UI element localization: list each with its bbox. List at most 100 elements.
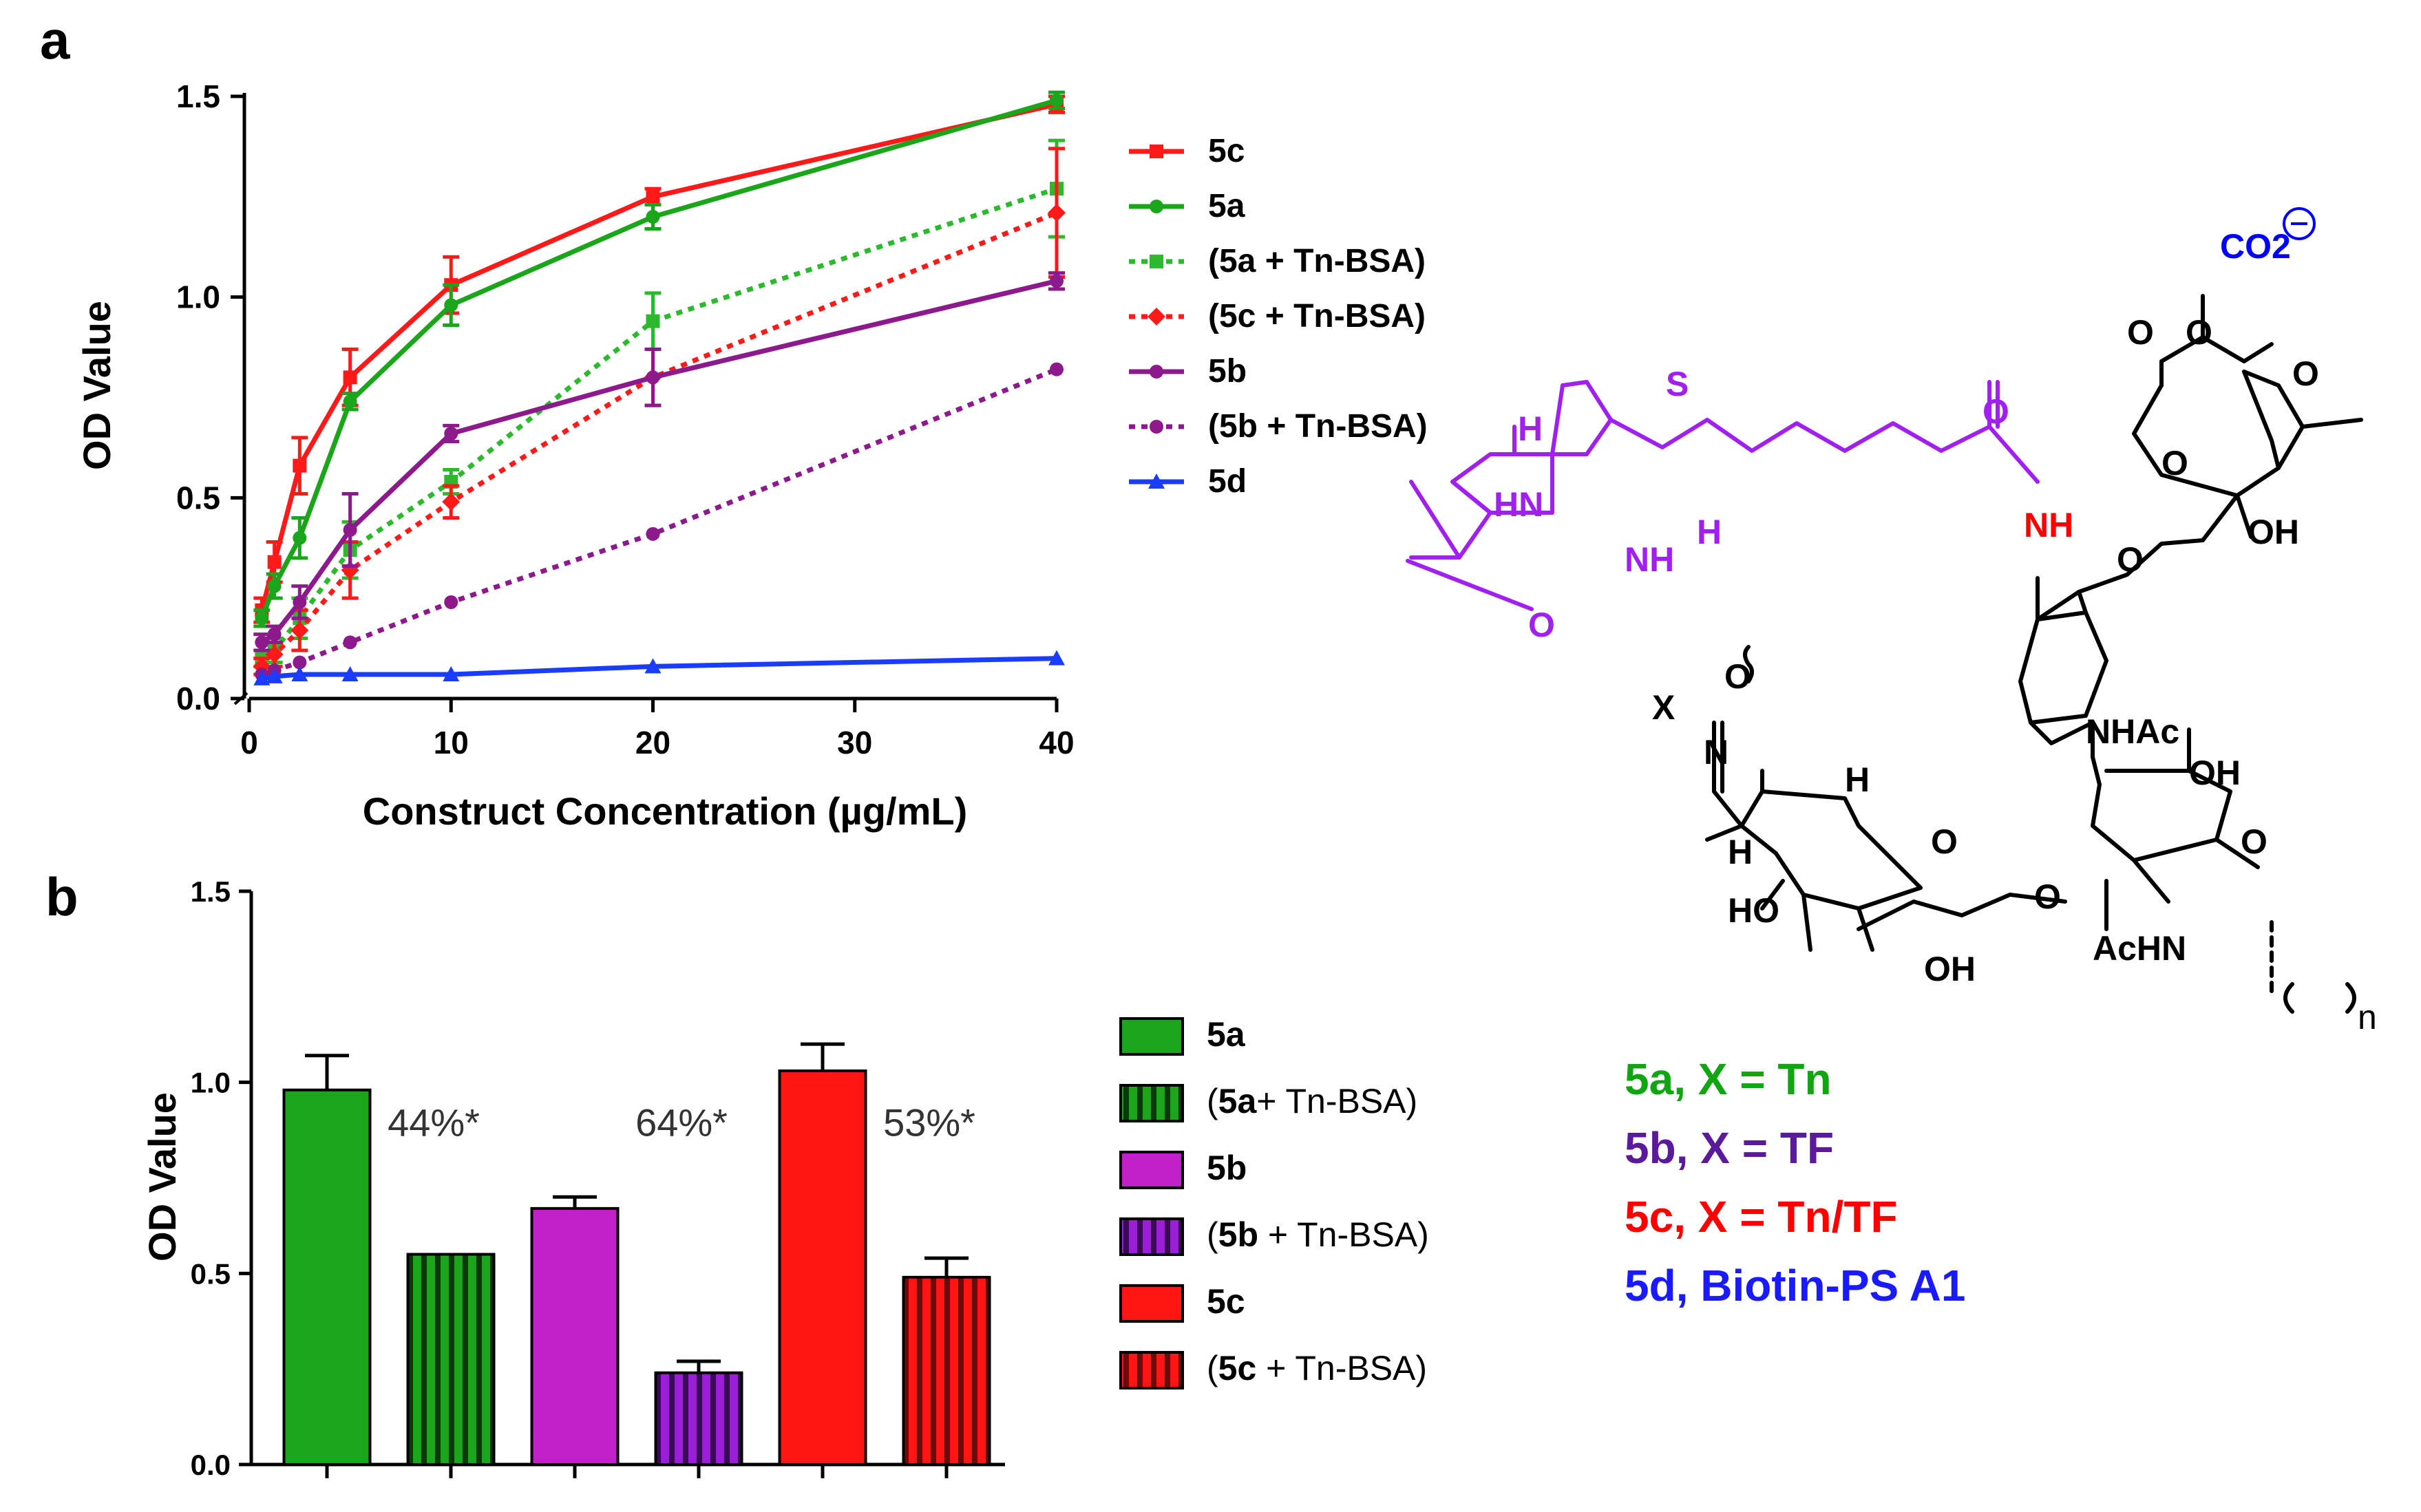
legend-item: 5b xyxy=(1119,1149,1247,1189)
carboxylate-label: CO2 xyxy=(2220,207,2316,266)
data-point xyxy=(444,298,458,312)
atom-label: OH xyxy=(2189,754,2241,792)
y-tick-label: 0.5 xyxy=(191,1257,231,1290)
atom-label: OH xyxy=(1924,950,1976,988)
structure-labels: CO2 O O O O OH O NH O H H HN NH O S X O … xyxy=(1494,207,2377,1036)
atom-label: O xyxy=(1983,392,2009,431)
line-chart: OD Value Construct Concentration (µg/mL)… xyxy=(75,78,1428,833)
legend-label: 5c xyxy=(1208,133,1245,169)
data-point xyxy=(646,314,660,328)
atom-label: NHAc xyxy=(2086,712,2179,751)
data-point xyxy=(343,394,357,409)
y-tick-label: 1.0 xyxy=(176,279,220,315)
bar-group xyxy=(778,1042,867,1478)
data-point xyxy=(644,658,662,674)
bar-chart: OD Value 0.0 0.5 1.0 1.5 44%* 64%* 53%* 5a (5a… xyxy=(140,875,1429,1481)
series-line xyxy=(261,656,1057,681)
atom-label: HO xyxy=(1728,891,1779,930)
legend-item: (5b + Tn-BSA) xyxy=(1129,408,1428,445)
atom-label: H xyxy=(1845,760,1870,799)
x-tick-label: 0 xyxy=(240,725,258,760)
legend-item: 5a xyxy=(1119,1015,1246,1056)
data-point xyxy=(255,635,269,650)
data-point xyxy=(1150,200,1163,213)
data-point xyxy=(293,531,307,545)
legend-swatch xyxy=(1119,1217,1184,1256)
bar xyxy=(406,1253,496,1466)
annotations: 44%* 64%* 53%* xyxy=(388,1100,975,1144)
atom-label: O xyxy=(1528,606,1555,644)
bar-group xyxy=(902,1256,991,1478)
data-point xyxy=(253,670,271,685)
y-axis-title-b: OD Value xyxy=(140,1092,184,1261)
y-tick-label: 0.0 xyxy=(176,681,220,716)
legend-item: (5a+ Tn-BSA) xyxy=(1119,1082,1417,1122)
legend-item: (5c + Tn-BSA) xyxy=(1129,298,1426,334)
atom-label: OH xyxy=(2248,513,2299,551)
percent-annotation: 44%* xyxy=(388,1100,480,1144)
bar-group xyxy=(530,1195,620,1478)
data-point xyxy=(291,666,308,681)
data-point xyxy=(1048,204,1066,222)
data-point xyxy=(343,523,357,537)
data-point xyxy=(255,611,269,626)
data-point xyxy=(444,427,458,440)
data-point xyxy=(1050,362,1064,376)
legend-swatch xyxy=(1119,1151,1184,1189)
x-axis-title: Construct Concentration (µg/mL) xyxy=(363,789,967,833)
axes: 0.0 0.5 1.0 1.5 xyxy=(191,875,1005,1481)
legend: 5c 5a (5a + Tn-BSA) (5c + Tn-BSA) 5b (5b + Tn… xyxy=(1129,133,1428,500)
panel-label-a: a xyxy=(40,10,70,70)
legend-swatch xyxy=(1119,1284,1184,1323)
legend-item: 5c xyxy=(1119,1282,1245,1323)
atom-label: S xyxy=(1666,365,1689,403)
series xyxy=(253,90,1065,628)
legend-item: (5a + Tn-BSA) xyxy=(1129,243,1426,279)
data-point xyxy=(1150,365,1163,379)
atom-label: O xyxy=(2117,540,2144,579)
percent-annotation: 64%* xyxy=(635,1100,728,1144)
series xyxy=(253,94,1065,624)
legend-label: 5b xyxy=(1207,1149,1247,1187)
legend-label: (5a+ Tn-BSA) xyxy=(1207,1082,1417,1120)
x-tick-label: 20 xyxy=(635,725,670,760)
data-point xyxy=(646,189,660,204)
legend-label: 5a xyxy=(1207,1015,1246,1054)
data-point xyxy=(646,526,660,541)
atom-label: O xyxy=(2127,313,2154,352)
legend-label: 5c xyxy=(1207,1282,1245,1321)
bar xyxy=(902,1275,991,1467)
legend-item: 5a xyxy=(1129,188,1245,224)
chemical-structure xyxy=(1406,294,2363,1014)
bar xyxy=(654,1371,743,1466)
legend-label: 5b xyxy=(1208,353,1247,390)
atom-label: NH xyxy=(1625,540,1674,579)
legend: 5a (5a+ Tn-BSA) 5b (5b + Tn-BSA) 5c (5c + Tn-… xyxy=(1119,1015,1429,1389)
compound-key: 5a, X = Tn 5b, X = TF 5c, X = Tn/TF 5d, … xyxy=(1625,1054,1965,1310)
y-axis-title: OD Value xyxy=(75,301,118,470)
atom-label: CO2 xyxy=(2220,227,2291,266)
atom-label: H xyxy=(1728,833,1753,871)
series xyxy=(253,271,1065,652)
x-tick-label: 30 xyxy=(837,725,872,760)
data-point xyxy=(343,635,357,650)
bar-group xyxy=(282,1054,372,1478)
key-5d: 5d, Biotin-PS A1 xyxy=(1625,1261,1965,1310)
series-line xyxy=(261,367,1058,677)
bar xyxy=(282,1088,372,1466)
x-tick-label: 40 xyxy=(1039,725,1074,760)
legend-label: (5c + Tn-BSA) xyxy=(1208,298,1426,334)
atom-label: NH xyxy=(2024,506,2073,544)
atom-label: X xyxy=(1652,688,1675,727)
data-point xyxy=(341,666,359,681)
data-point xyxy=(646,210,660,224)
panel-label-b: b xyxy=(45,866,78,927)
series-line xyxy=(260,278,1057,645)
data-point xyxy=(1150,145,1163,158)
data-point xyxy=(293,655,307,670)
data-point xyxy=(443,666,460,681)
axes: 0.0 0.5 1.0 1.5 0 10 20 30 40 xyxy=(176,78,1075,760)
data-point xyxy=(442,493,461,511)
bar-group xyxy=(654,1359,743,1478)
data-point xyxy=(293,595,307,609)
